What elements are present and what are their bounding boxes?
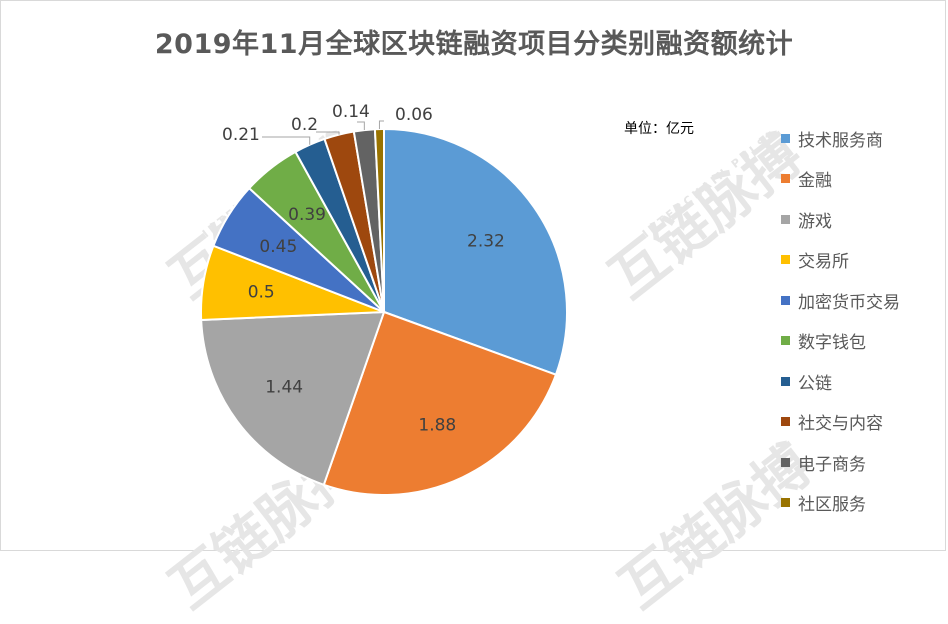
legend-swatch (781, 498, 790, 508)
legend-swatch (781, 174, 790, 184)
legend-item: 电子商务 (781, 442, 900, 483)
data-label-9: 0.14 (332, 102, 370, 122)
legend-label: 加密货币交易 (798, 292, 900, 313)
data-label-8: 0.2 (291, 115, 318, 135)
legend-item: 技术服务商 (781, 118, 900, 159)
legend-item: 社交与内容 (781, 402, 900, 443)
pie-chart: 2.32 1.88 1.44 0.5 0.45 0.39 0.21 0.2 0.14 0.06 (200, 102, 568, 496)
legend-item: 公链 (781, 361, 900, 402)
chart-title: 2019年11月全球区块链融资项目分类别融资额统计 (154, 29, 794, 60)
legend-label: 公链 (798, 373, 832, 394)
legend-item: 交易所 (781, 240, 900, 281)
legend-label: 游戏 (798, 211, 832, 232)
data-label-1: 2.32 (467, 232, 505, 252)
chart-frame (0, 0, 946, 551)
legend-item: 金融 (781, 159, 900, 200)
legend-swatch (781, 214, 790, 224)
data-label-6: 0.39 (288, 205, 326, 225)
pie-slice-1 (383, 127, 568, 376)
leader-line-7 (262, 136, 311, 145)
legend: 技术服务商金融游戏交易所加密货币交易 数字钱包公链社交与内容电子商务社区服务 (781, 118, 900, 523)
legend-item: 社区服务 (781, 483, 900, 524)
legend-label: 交易所 (798, 252, 849, 273)
leader-line-9 (357, 121, 365, 131)
unit-label: 单位：亿元 (624, 121, 694, 137)
legend-item: 加密货币交易 (781, 280, 900, 321)
legend-label: 社交与内容 (798, 414, 883, 435)
pie-slice-10 (373, 127, 385, 313)
leader-line-8 (316, 131, 340, 135)
legend-label: 金融 (798, 171, 832, 192)
legend-swatch (781, 295, 790, 305)
legend-item: 数字钱包 (781, 321, 900, 362)
legend-item: 游戏 (781, 199, 900, 240)
legend-swatch (781, 336, 790, 346)
legend-label: 技术服务商 (798, 130, 883, 151)
pie-slice-3 (200, 310, 386, 487)
legend-swatch (781, 417, 790, 427)
data-label-3: 1.44 (265, 377, 303, 397)
data-label-7: 0.21 (222, 125, 260, 145)
pie-slice-2 (322, 310, 558, 496)
data-label-5: 0.45 (259, 237, 297, 257)
legend-label: 数字钱包 (798, 333, 866, 354)
legend-swatch (781, 255, 790, 265)
legend-swatch (781, 133, 790, 143)
data-label-4: 0.5 (248, 283, 275, 303)
legend-label: 社区服务 (798, 495, 866, 516)
leader-line-10 (378, 120, 384, 130)
data-label-10: 0.06 (395, 105, 433, 125)
legend-label: 电子商务 (798, 454, 866, 475)
legend-swatch (781, 457, 790, 467)
data-label-2: 1.88 (418, 415, 456, 435)
legend-swatch (781, 376, 790, 386)
